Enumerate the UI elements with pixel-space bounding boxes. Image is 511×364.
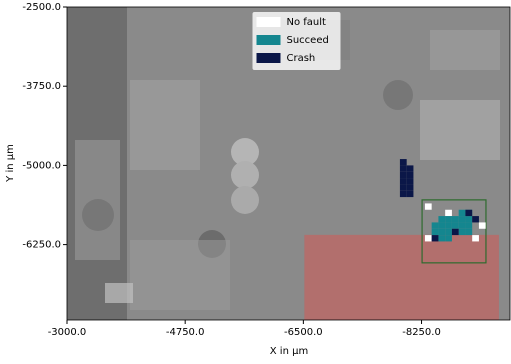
cell [407, 184, 414, 190]
cell [445, 229, 452, 235]
cell [445, 210, 452, 216]
cell [459, 216, 466, 222]
cell [459, 210, 466, 216]
legend-label: Crash [287, 53, 316, 64]
cell [400, 165, 407, 171]
legend-swatch [257, 35, 281, 45]
cell [445, 222, 452, 228]
y-axis-label: Y in µm [5, 144, 16, 183]
x-tick-label: -6500.0 [284, 327, 323, 338]
cell [407, 191, 414, 197]
cell [407, 165, 414, 171]
cell [432, 235, 439, 241]
cell [479, 222, 486, 228]
cell [459, 229, 466, 235]
cell [400, 172, 407, 178]
cell [400, 191, 407, 197]
cell [407, 178, 414, 184]
cell [452, 222, 459, 228]
cell [472, 216, 479, 222]
legend: No fault Succeed Crash [253, 12, 341, 70]
cell [465, 222, 472, 228]
cell [438, 216, 445, 222]
cell [452, 216, 459, 222]
chart: X in µm Y in µm -3000.0 -4750.0 -6500.0 -82… [0, 0, 511, 360]
cell [400, 178, 407, 184]
y-tick-label: -6250.0 [22, 240, 61, 251]
cell [400, 159, 407, 165]
region [304, 235, 499, 320]
cell [425, 203, 432, 209]
cell [445, 216, 452, 222]
y-tick-label: -3750.0 [22, 81, 61, 92]
cell [438, 222, 445, 228]
legend-label: No fault [287, 17, 327, 28]
y-tick-label: -5000.0 [22, 160, 61, 171]
x-axis-label: X in µm [270, 346, 308, 357]
cell [432, 222, 439, 228]
legend-swatch [257, 53, 281, 63]
x-tick-label: -3000.0 [48, 327, 87, 338]
cell [407, 172, 414, 178]
cell [400, 184, 407, 190]
cell [445, 235, 452, 241]
cell [432, 229, 439, 235]
y-tick-label: -2500.0 [22, 2, 61, 13]
legend-swatch [257, 17, 281, 27]
cell [472, 235, 479, 241]
cell [438, 235, 445, 241]
x-tick-label: -4750.0 [166, 327, 205, 338]
cell [465, 229, 472, 235]
cell [459, 222, 466, 228]
cell [465, 210, 472, 216]
cell [452, 229, 459, 235]
cell [425, 235, 432, 241]
cell [465, 216, 472, 222]
x-tick-label: -8250.0 [402, 327, 441, 338]
legend-label: Succeed [287, 35, 329, 46]
cell [438, 229, 445, 235]
